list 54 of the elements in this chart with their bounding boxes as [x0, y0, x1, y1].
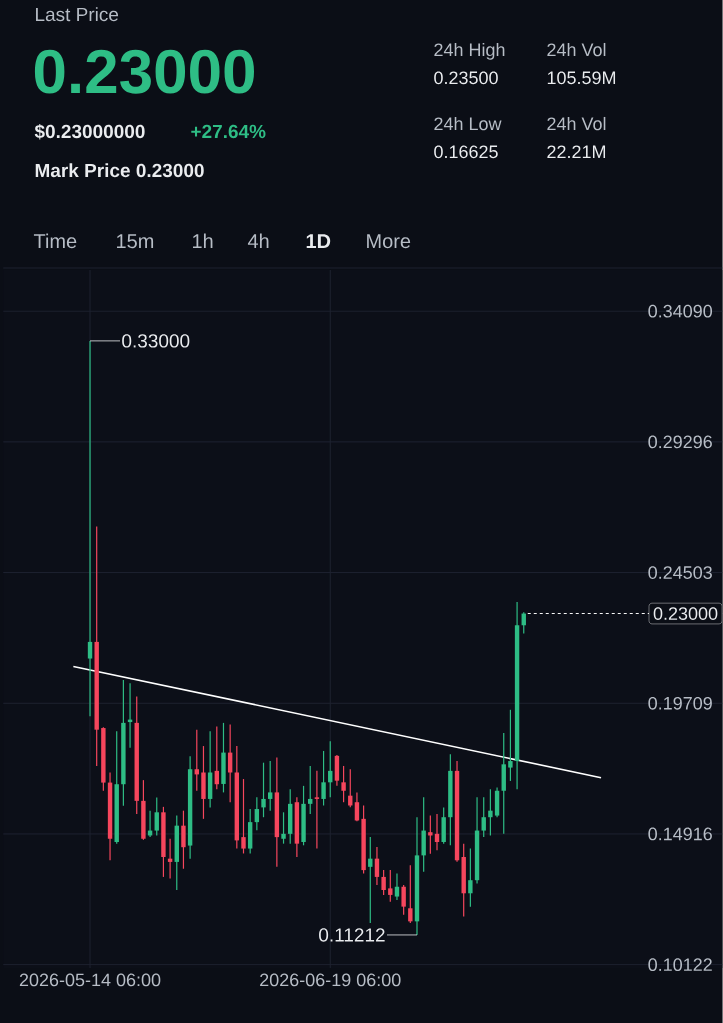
candlestick — [268, 760, 273, 812]
candlestick — [308, 765, 313, 815]
candlestick — [254, 796, 260, 831]
text: 24h Vol — [547, 116, 606, 131]
candlestick — [87, 340, 93, 717]
candlestick — [468, 847, 473, 908]
candlestick — [374, 846, 380, 886]
candlestick — [408, 864, 413, 924]
chart-title: Last Price — [36, 7, 119, 22]
text: Time — [34, 233, 77, 249]
text: 105.59M — [547, 71, 616, 85]
text: 1h — [193, 233, 213, 248]
ref-line-label: 0.23000 — [653, 607, 718, 620]
candlestick — [281, 811, 286, 845]
candlestick — [388, 869, 393, 903]
y-tick-label: 0.24503 — [648, 566, 713, 579]
text: +27.64% — [191, 124, 266, 139]
candlestick — [154, 796, 160, 837]
candlestick — [401, 884, 406, 916]
x-tick-label: 2026-05-14 06:00 — [19, 973, 161, 987]
text: 24h Vol — [547, 42, 606, 57]
text: 15m — [117, 234, 154, 249]
candlestick — [428, 814, 433, 855]
y-tick-label: 0.34090 — [648, 304, 713, 318]
text: 24h Low — [434, 116, 502, 131]
chart-subtitle: 0.23000 — [35, 49, 255, 94]
candlestick — [341, 765, 346, 803]
text: $0.23000000 — [34, 123, 145, 140]
text: Mark Price 0.23000 — [35, 163, 204, 178]
candlestick — [488, 788, 493, 837]
candlestick — [261, 762, 266, 818]
candlestick — [381, 869, 386, 896]
text: More — [367, 234, 411, 249]
candlestick — [354, 791, 360, 822]
text: 0.23500 — [434, 71, 498, 85]
candlestick — [314, 770, 320, 850]
text: 0.16625 — [434, 145, 498, 159]
candlestick — [394, 872, 400, 901]
y-tick-label: 0.29296 — [648, 435, 713, 449]
candlestick — [321, 750, 326, 807]
annotation: 0.11212 — [319, 928, 385, 942]
text: 24h High — [434, 42, 505, 60]
candlestick — [508, 709, 513, 782]
text: 22.21M — [547, 145, 606, 158]
text: 1D — [306, 234, 331, 248]
annotation: 0.33000 — [122, 334, 190, 348]
text: 4h — [248, 233, 269, 248]
x-tick-label: 2026-06-19 06:00 — [260, 973, 401, 987]
y-tick-label: 0.19709 — [648, 696, 712, 710]
candlestick — [481, 796, 487, 838]
candlestick — [241, 778, 246, 855]
y-tick-label: 0.10122 — [648, 958, 712, 972]
y-tick-label: 0.14916 — [648, 827, 713, 841]
candlestick — [181, 810, 186, 870]
